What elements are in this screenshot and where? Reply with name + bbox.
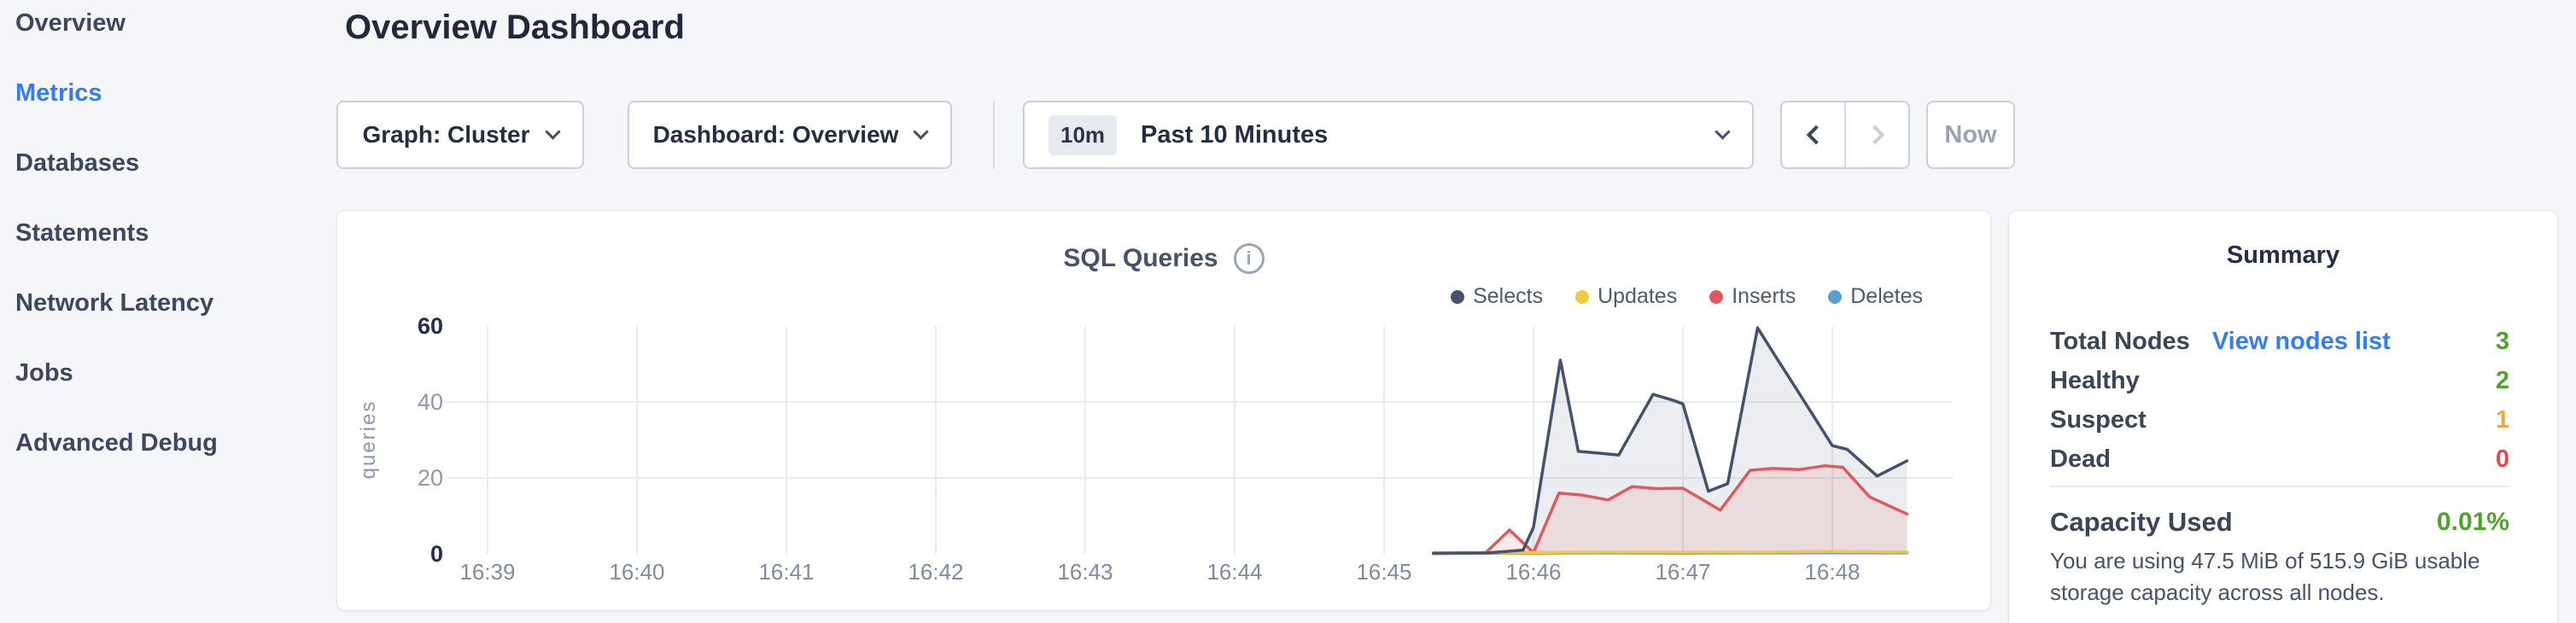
svg-text:0: 0: [430, 541, 443, 567]
capacity-used-value: 0.01%: [2436, 508, 2509, 536]
graph-scope-label: Graph: Cluster: [362, 121, 530, 148]
sidebar-item-statements[interactable]: Statements: [15, 219, 149, 247]
time-window-label: Past 10 Minutes: [1141, 120, 1329, 148]
sidebar-item-overview[interactable]: Overview: [15, 9, 126, 37]
summary-title: Summary: [2226, 242, 2340, 269]
deletes-dot-icon: [1828, 289, 1843, 304]
time-window-dropdown[interactable]: 10m Past 10 Minutes: [1023, 101, 1754, 169]
info-icon[interactable]: i: [1233, 243, 1265, 274]
chevron-down-icon: [1714, 123, 1731, 140]
svg-text:16:44: 16:44: [1206, 559, 1262, 585]
sidebar-item-advanced-debug[interactable]: Advanced Debug: [15, 429, 218, 457]
svg-text:16:43: 16:43: [1057, 559, 1113, 585]
legend-item-deletes[interactable]: Deletes: [1828, 284, 1923, 309]
legend-item-selects[interactable]: Selects: [1451, 284, 1543, 309]
chart-legend: Selects Updates Inserts Deletes: [1451, 284, 1923, 309]
sidebar-item-network-latency[interactable]: Network Latency: [15, 289, 214, 317]
legend-item-updates[interactable]: Updates: [1575, 284, 1677, 309]
dead-value: 0: [2495, 445, 2509, 473]
suspect-nodes-row: Suspect 1: [2050, 405, 2509, 434]
suspect-value: 1: [2495, 405, 2509, 434]
healthy-label: Healthy: [2050, 366, 2140, 394]
legend-label: Updates: [1598, 284, 1678, 308]
svg-text:60: 60: [418, 313, 443, 339]
healthy-value: 2: [2495, 366, 2509, 394]
legend-item-inserts[interactable]: Inserts: [1709, 284, 1796, 309]
updates-dot-icon: [1575, 289, 1590, 304]
page-title: Overview Dashboard: [345, 9, 685, 46]
capacity-description: You are using 47.5 MiB of 515.9 GiB usab…: [2050, 548, 2480, 605]
summary-divider: [2050, 486, 2509, 487]
selects-dot-icon: [1451, 289, 1465, 304]
chevron-left-icon: [1806, 125, 1825, 145]
sql-queries-plot: 16:39 16:40 16:41 16:42 16:43 16:44 16:45 16:46…: [357, 313, 1953, 585]
dead-label: Dead: [2050, 445, 2111, 473]
svg-text:20: 20: [418, 465, 443, 491]
time-back-button[interactable]: [1782, 102, 1844, 167]
svg-text:16:48: 16:48: [1804, 559, 1860, 585]
sidebar-item-databases[interactable]: Databases: [15, 149, 140, 177]
svg-text:16:41: 16:41: [758, 559, 814, 585]
now-button[interactable]: Now: [1926, 101, 2015, 169]
svg-text:40: 40: [418, 389, 443, 415]
chevron-down-icon: [913, 123, 930, 140]
time-window-badge: 10m: [1049, 114, 1118, 155]
chart-title: SQL Queries: [1063, 244, 1218, 272]
time-step-buttons: [1780, 101, 1910, 169]
chevron-down-icon: [544, 123, 561, 140]
svg-text:16:45: 16:45: [1356, 559, 1411, 585]
sidebar-item-jobs[interactable]: Jobs: [15, 359, 73, 387]
sql-queries-chart-panel: 16:39 16:40 16:41 16:42 16:43 16:44 16:45 16:46…: [336, 210, 1991, 611]
total-nodes-row: Total Nodes View nodes list 3: [2050, 327, 2509, 356]
now-button-label: Now: [1944, 120, 1997, 148]
graph-scope-dropdown[interactable]: Graph: Cluster: [336, 101, 584, 169]
capacity-used-row: Capacity Used 0.01%: [2050, 507, 2509, 537]
suspect-label: Suspect: [2050, 405, 2147, 434]
dead-nodes-row: Dead 0: [2050, 445, 2509, 474]
total-nodes-value: 3: [2495, 327, 2509, 355]
summary-panel: Summary Total Nodes View nodes list 3 He…: [2008, 210, 2558, 623]
dashboard-label: Dashboard: Overview: [652, 121, 899, 148]
chevron-right-icon: [1865, 125, 1884, 145]
time-forward-button[interactable]: [1844, 102, 1908, 167]
sidebar-item-metrics[interactable]: Metrics: [15, 79, 102, 107]
total-nodes-label: Total Nodes: [2050, 327, 2190, 355]
svg-text:16:46: 16:46: [1505, 559, 1561, 585]
view-nodes-list-link[interactable]: View nodes list: [2211, 327, 2391, 355]
dashboard-dropdown[interactable]: Dashboard: Overview: [628, 101, 952, 169]
healthy-nodes-row: Healthy 2: [2050, 366, 2509, 395]
svg-text:16:39: 16:39: [459, 559, 515, 585]
inserts-dot-icon: [1709, 289, 1724, 304]
legend-label: Deletes: [1850, 284, 1923, 308]
svg-text:16:47: 16:47: [1655, 559, 1710, 585]
capacity-used-label: Capacity Used: [2050, 507, 2233, 537]
legend-label: Inserts: [1732, 284, 1796, 308]
legend-label: Selects: [1473, 284, 1544, 308]
svg-text:16:40: 16:40: [609, 559, 664, 585]
sidebar: Overview Metrics Databases Statements Ne…: [0, 0, 324, 623]
toolbar-divider: [993, 101, 995, 169]
svg-text:queries: queries: [357, 400, 380, 480]
svg-text:16:42: 16:42: [908, 559, 963, 585]
